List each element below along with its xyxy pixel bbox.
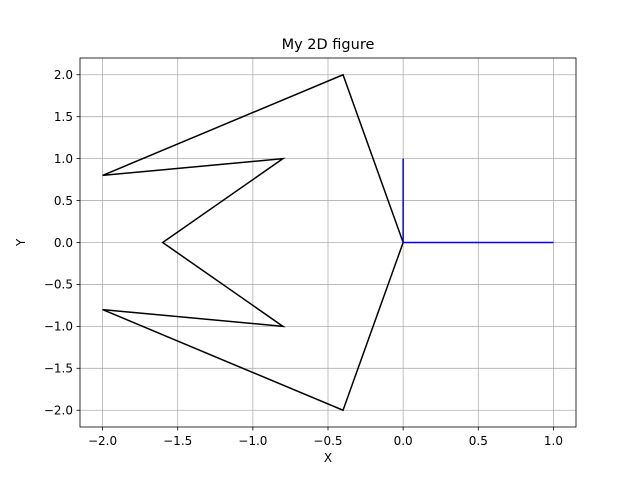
series-line-0 xyxy=(102,73,404,412)
x-tick-label: −0.5 xyxy=(313,434,342,448)
chart-title: My 2D figure xyxy=(282,37,375,53)
x-tick-label: −1.5 xyxy=(163,434,192,448)
x-tick-label: −1.0 xyxy=(238,434,267,448)
y-tick-label: 2.0 xyxy=(54,68,73,82)
x-tick-label: −2.0 xyxy=(88,434,117,448)
y-tick-label: −1.0 xyxy=(44,320,73,334)
y-tick-label: 0.5 xyxy=(54,194,73,208)
x-tick-label: 0.5 xyxy=(469,434,488,448)
x-tick-label: 1.0 xyxy=(544,434,563,448)
x-axis-label: X xyxy=(324,451,332,465)
y-tick-label: −0.5 xyxy=(44,278,73,292)
y-tick-label: −2.0 xyxy=(44,404,73,418)
y-tick-label: 0.0 xyxy=(54,236,73,250)
y-tick-label: 1.0 xyxy=(54,152,73,166)
plot-series xyxy=(102,73,554,412)
y-axis-label: Y xyxy=(14,238,28,247)
x-tick-label: 0.0 xyxy=(394,434,413,448)
y-tick-label: 1.5 xyxy=(54,110,73,124)
y-tick-label: −1.5 xyxy=(44,362,73,376)
axis-ticks: −2.0 −1.5 −1.0 −0.5 0.0 0.5 1.0 −2.0 −1.5 −1.0 −0.… xyxy=(44,68,563,448)
